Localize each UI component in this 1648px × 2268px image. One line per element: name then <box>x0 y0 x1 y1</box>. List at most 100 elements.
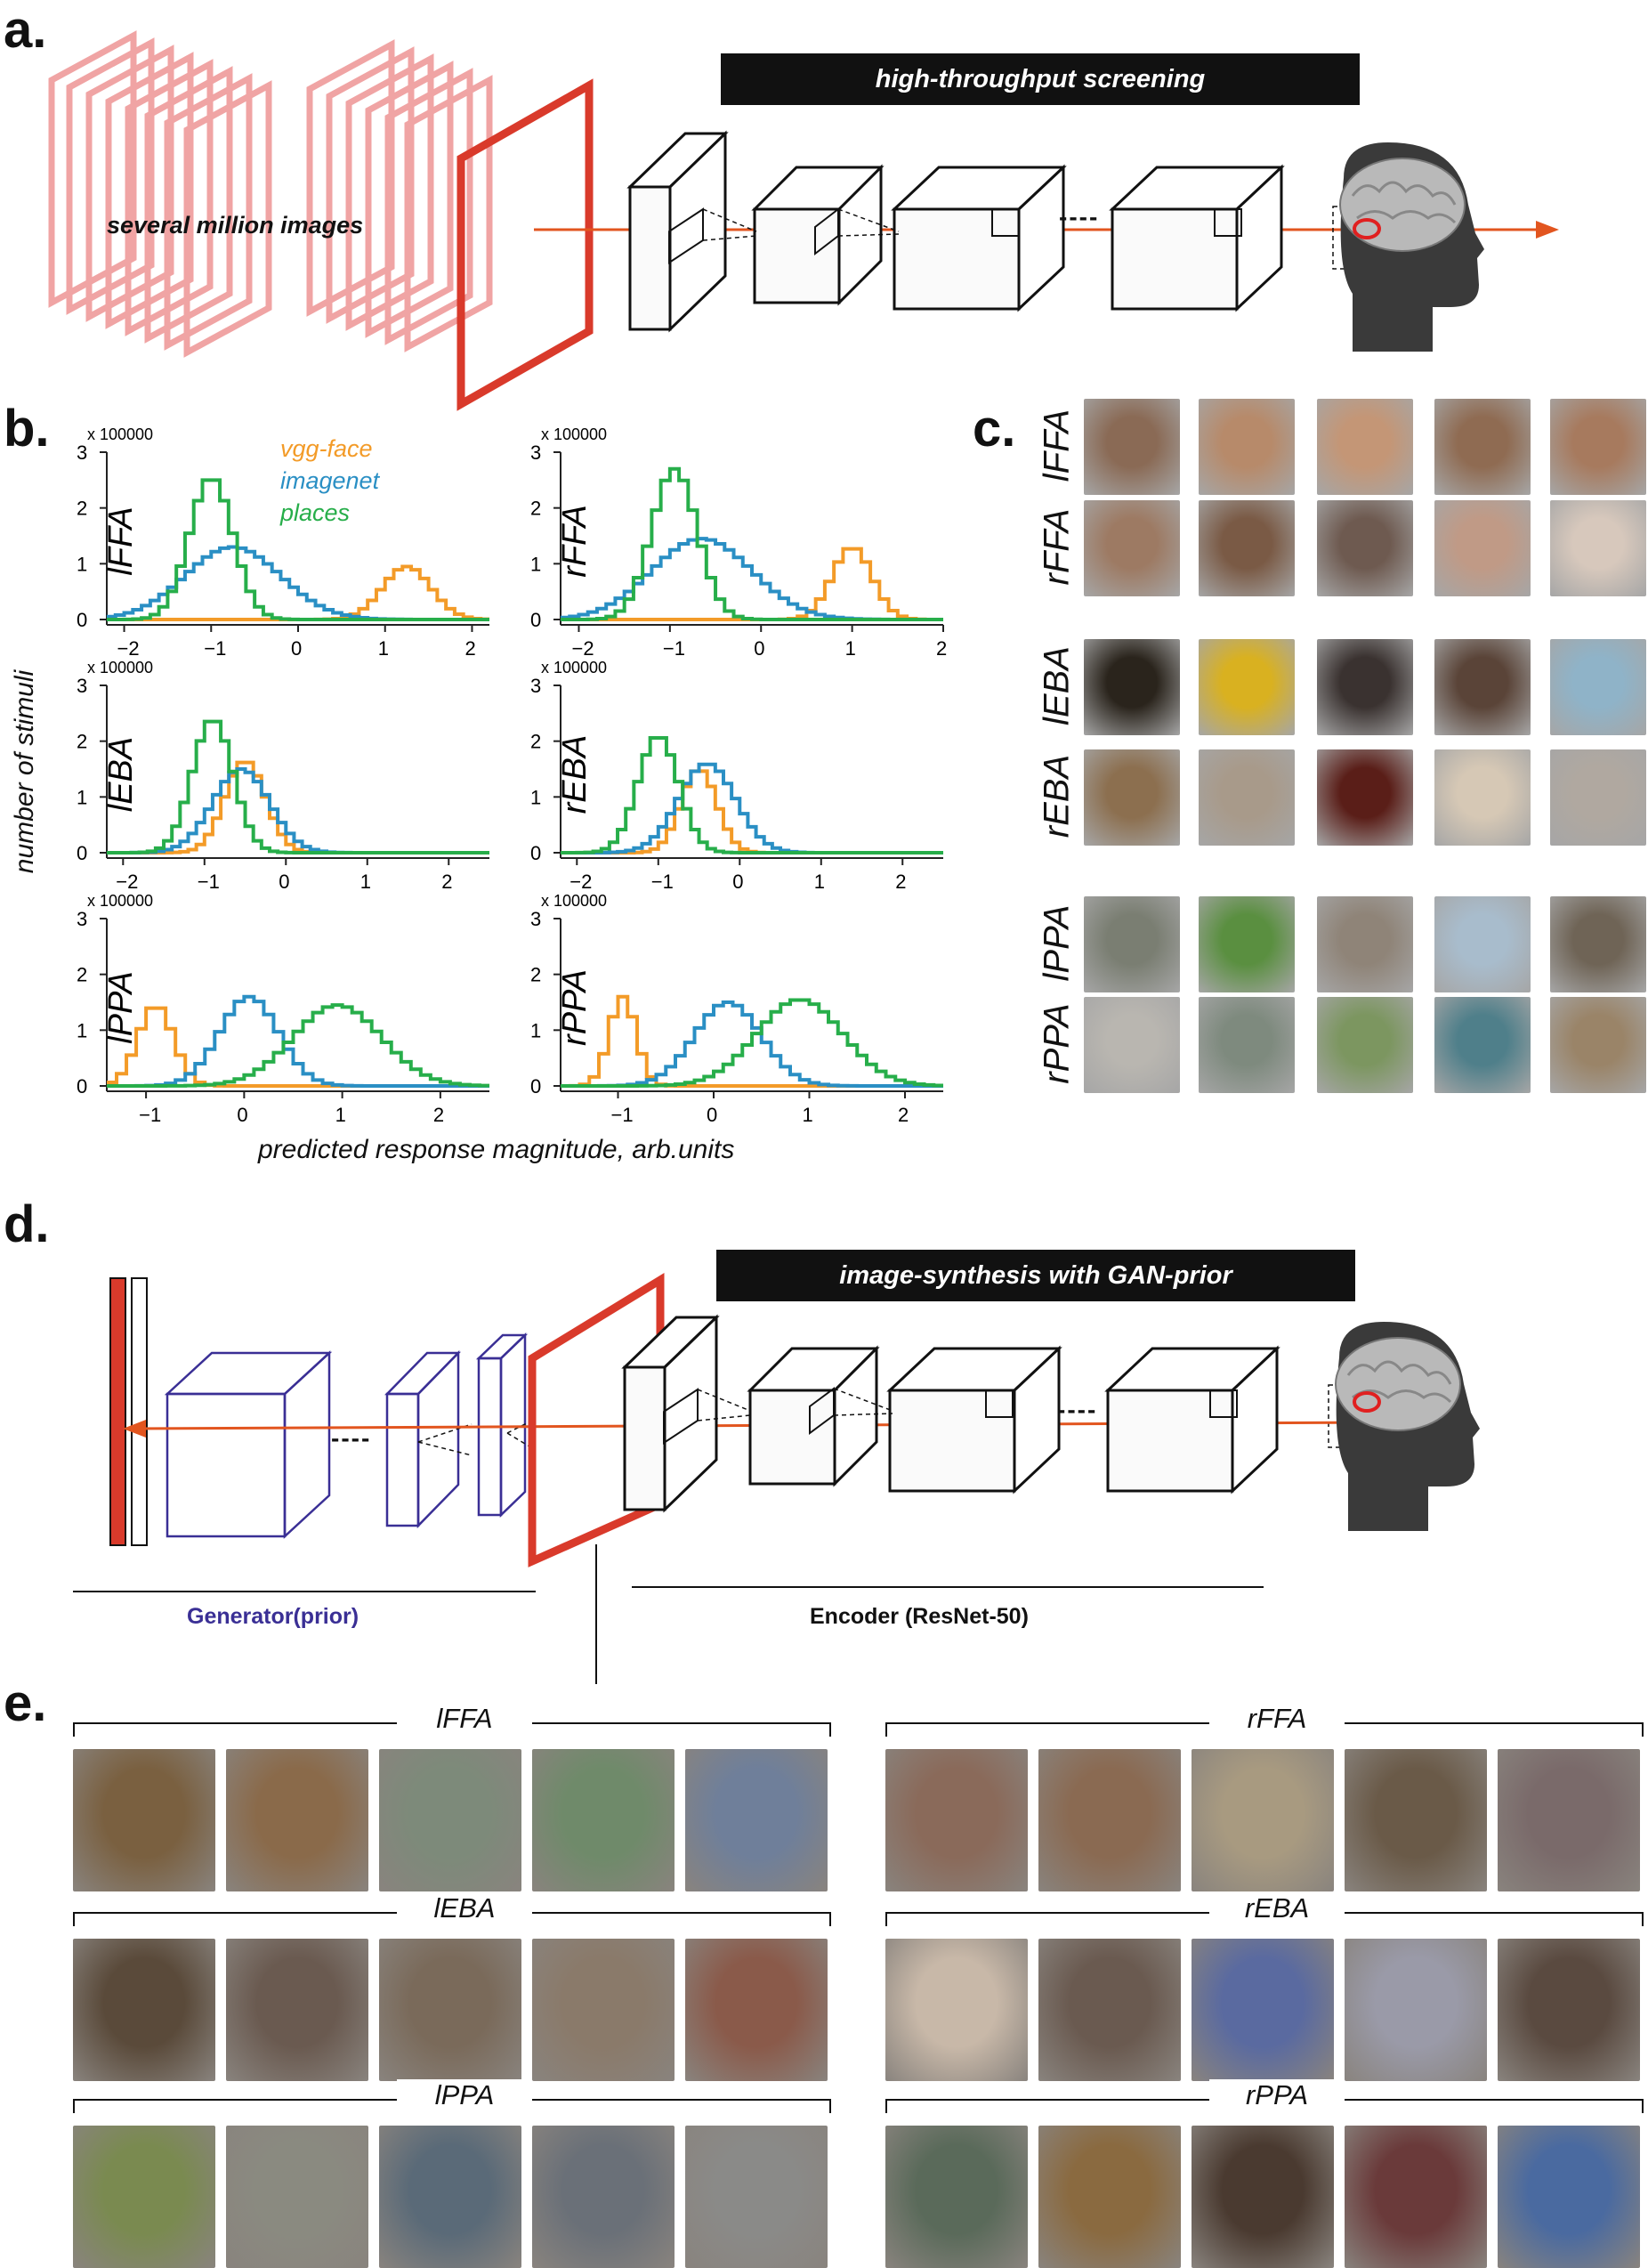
synth-image <box>685 1939 828 2081</box>
dashes-encoder: ---- <box>1057 1396 1098 1423</box>
group-title-rPPA: rPPA <box>1209 2079 1345 2111</box>
stimulus-image <box>1550 997 1646 1093</box>
group-title-rEBA: rEBA <box>1209 1892 1345 1924</box>
row-label-rEBA: rEBA <box>1037 754 1077 838</box>
stimulus-image <box>1434 997 1531 1093</box>
synth-image <box>1192 1749 1334 1891</box>
stimulus-image <box>1434 639 1531 735</box>
y-tick-label: 1 <box>530 1019 541 1041</box>
legend-vgg-face: vgg-face <box>280 435 373 462</box>
x-tick-label: 1 <box>360 871 371 893</box>
synth-image <box>885 2126 1028 2268</box>
synth-image <box>1038 1749 1181 1891</box>
bracket <box>885 1912 1644 1926</box>
panel-e-label: e. <box>4 1674 47 1732</box>
synthesis-banner: image-synthesis with GAN-prior <box>716 1250 1355 1301</box>
synth-image <box>532 2126 675 2268</box>
x-tick-label: 1 <box>845 637 856 660</box>
stimulus-image <box>1199 500 1295 596</box>
x-tick-label: −1 <box>651 871 674 893</box>
y-tick-label: 3 <box>77 908 87 930</box>
x-tick-label: 2 <box>465 637 475 660</box>
y-tick-label: 3 <box>77 675 87 697</box>
synth-image <box>1038 1939 1181 2081</box>
synth-image <box>685 2126 828 2268</box>
group-title-lFFA: lFFA <box>397 1703 532 1735</box>
stack-text: several million images <box>107 212 364 239</box>
x-tick-label: −1 <box>139 1104 161 1126</box>
synth-image <box>1192 1939 1334 2081</box>
chart-rPPA: x 100000 0 1 2 3 −1 0 1 2 rPPA <box>530 892 943 1126</box>
dashes-generator: ---- <box>331 1424 372 1452</box>
y-tick-label: 0 <box>77 842 87 864</box>
x-tick-label: −2 <box>571 637 594 660</box>
synth-image <box>885 1749 1028 1891</box>
x-tick-label: −1 <box>204 637 226 660</box>
x-tick-label: 2 <box>441 871 452 893</box>
series-vgg-face <box>561 547 943 621</box>
synth-image <box>73 1749 215 1891</box>
stimulus-image <box>1550 749 1646 846</box>
legend-places: places <box>280 499 351 526</box>
stimulus-image <box>1317 639 1413 735</box>
x-tick-label: 0 <box>279 871 289 893</box>
screening-banner: high-throughput screening <box>721 53 1360 105</box>
encoder-label: Encoder (ResNet-50) <box>810 1604 1029 1629</box>
synth-image <box>1345 1939 1487 2081</box>
bracket <box>73 1912 831 1926</box>
stimulus-image <box>1317 500 1413 596</box>
stimulus-image <box>1550 896 1646 992</box>
panel-b-label: b. <box>4 400 50 458</box>
scale-label: x 100000 <box>87 892 153 910</box>
y-tick-label: 2 <box>77 498 87 520</box>
stimulus-image <box>1550 639 1646 735</box>
scale-label: x 100000 <box>541 425 607 443</box>
y-tick-label: 1 <box>77 1019 87 1041</box>
stimulus-image <box>1434 896 1531 992</box>
group-title-rFFA: rFFA <box>1209 1703 1345 1735</box>
synth-image <box>1498 2126 1640 2268</box>
scale-label: x 100000 <box>87 659 153 676</box>
chart-lEBA: x 100000 0 1 2 3 −2 −1 0 1 2 lEBA <box>77 659 489 893</box>
region-title: rFFA <box>556 505 594 578</box>
synth-image <box>1498 1749 1640 1891</box>
scale-label: x 100000 <box>87 425 153 443</box>
y-tick-label: 1 <box>530 786 541 808</box>
x-tick-label: 0 <box>707 1104 717 1126</box>
synth-image <box>1345 2126 1487 2268</box>
synth-image <box>73 1939 215 2081</box>
x-tick-label: 2 <box>433 1104 444 1126</box>
x-tick-label: 1 <box>335 1104 346 1126</box>
y-tick-label: 2 <box>77 964 87 986</box>
synth-image <box>532 1939 675 2081</box>
y-tick-label: 1 <box>77 786 87 808</box>
x-axis-label: predicted response magnitude, arb.units <box>258 1135 735 1164</box>
stimulus-image <box>1317 896 1413 992</box>
region-title: lPPA <box>102 971 140 1044</box>
synth-image <box>1038 2126 1181 2268</box>
y-tick-label: 0 <box>530 1075 541 1098</box>
synth-image <box>885 1939 1028 2081</box>
row-label-rPPA: rPPA <box>1037 1003 1077 1084</box>
synth-image <box>532 1749 675 1891</box>
group-title-lPPA: lPPA <box>397 2079 532 2111</box>
row-label-lEBA: lEBA <box>1037 646 1077 725</box>
x-tick-label: −2 <box>117 637 140 660</box>
legend: vgg-face imagenet places <box>280 433 379 529</box>
stimulus-image <box>1084 639 1180 735</box>
bracket <box>885 1722 1644 1737</box>
stimulus-image <box>1199 639 1295 735</box>
y-tick-label: 3 <box>530 675 541 697</box>
synth-image <box>1498 1939 1640 2081</box>
y-tick-label: 3 <box>530 441 541 464</box>
brain-head-icon-d <box>1335 1322 1480 1531</box>
synth-image <box>226 2126 368 2268</box>
stimulus-image <box>1084 896 1180 992</box>
x-tick-label: −2 <box>570 871 592 893</box>
stimulus-image <box>1317 749 1413 846</box>
synth-image <box>685 1749 828 1891</box>
panel-a-label: a. <box>4 1 47 59</box>
group-title-lEBA: lEBA <box>397 1892 532 1924</box>
x-tick-label: −1 <box>663 637 685 660</box>
synth-image <box>73 2126 215 2268</box>
